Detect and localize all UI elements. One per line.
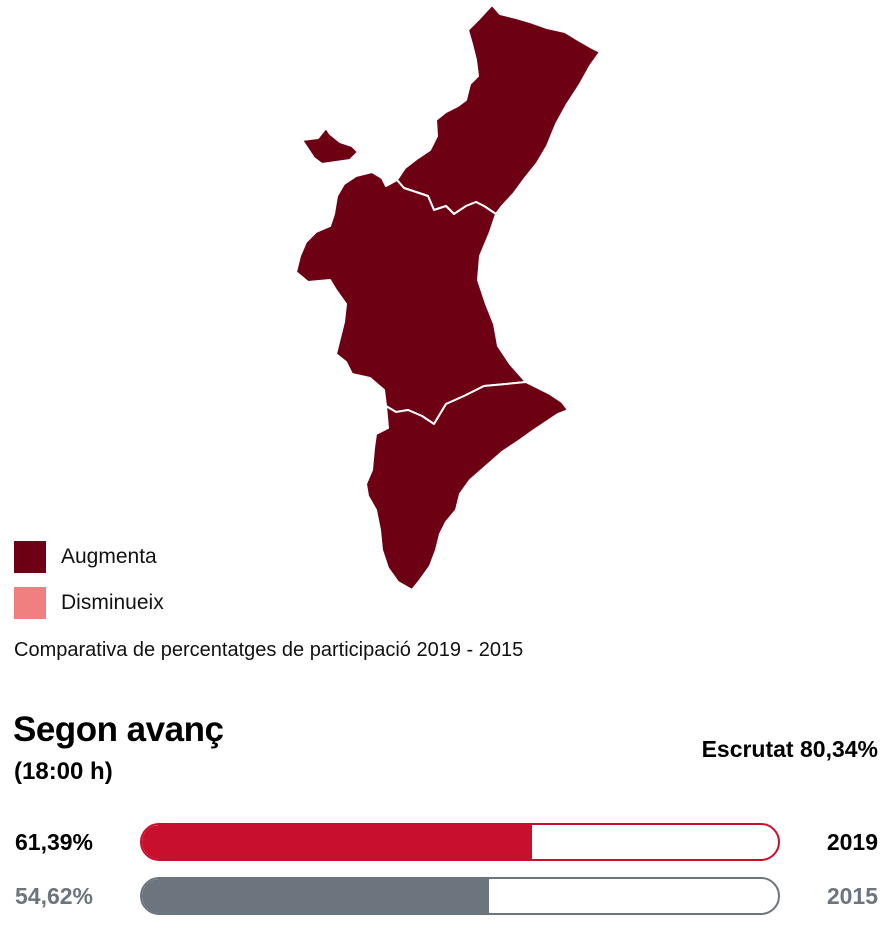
legend-label-disminueix: Disminueix <box>61 591 164 614</box>
province-alacant[interactable] <box>365 381 569 591</box>
turnout-year-2019: 2019 <box>826 829 878 855</box>
turnout-row-2019: 61,39% 2019 <box>0 822 892 862</box>
legend-swatch-disminueix <box>14 587 46 619</box>
legend-label-augmenta: Augmenta <box>61 545 157 568</box>
turnout-time: (18:00 h) <box>14 758 113 785</box>
province-castello[interactable] <box>396 4 601 215</box>
turnout-row-2015: 54,62% 2015 <box>0 876 892 916</box>
legend-item-disminueix: Disminueix <box>14 587 164 619</box>
turnout-percent-2019: 61,39% <box>15 829 94 855</box>
turnout-year-2015: 2015 <box>826 883 878 909</box>
scrutinized-percent: Escrutat 80,34% <box>701 736 878 762</box>
map-legend: Augmenta Disminueix <box>14 541 164 633</box>
legend-item-augmenta: Augmenta <box>14 541 164 573</box>
legend-swatch-augmenta <box>14 541 46 573</box>
region-map <box>295 4 601 591</box>
turnout-bar-track-2019 <box>140 823 780 861</box>
turnout-title: Segon avanç <box>13 710 224 749</box>
map-caption: Comparativa de percentatges de participa… <box>14 639 524 661</box>
turnout-percent-2015: 54,62% <box>15 883 94 909</box>
province-valencia-enclave[interactable] <box>301 127 359 165</box>
turnout-bar-fill-2019 <box>142 825 533 859</box>
turnout-bar-track-2015 <box>140 877 780 915</box>
turnout-bar-fill-2015 <box>142 879 490 913</box>
